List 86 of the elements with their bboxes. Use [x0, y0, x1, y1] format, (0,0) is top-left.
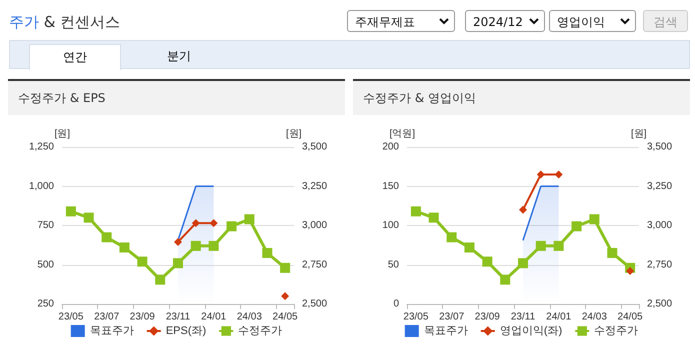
point [66, 206, 76, 216]
point [536, 240, 546, 251]
text: 2024/12 [473, 15, 523, 29]
x-tick-label: 24/01 [201, 312, 227, 322]
y2-tick-label: 3,500 [647, 142, 672, 152]
point [464, 242, 474, 252]
x-tick-label: 24/01 [546, 312, 572, 322]
x-tick-label: 23/09 [474, 312, 500, 322]
point [518, 258, 528, 268]
point [607, 248, 618, 258]
y-tick-label: 250 [37, 298, 54, 310]
y2-tick-label: 2,500 [647, 298, 672, 310]
x-tick-label: 23/05 [403, 312, 429, 322]
y2-tick-label: 3,250 [647, 180, 672, 192]
point [554, 170, 563, 178]
point [226, 221, 237, 232]
point [192, 219, 200, 228]
point [102, 232, 112, 242]
y2-tick-label: 2,750 [302, 259, 328, 270]
y-tick-label: 500 [37, 259, 54, 270]
point [262, 248, 272, 258]
legend-label: 수정주가 [238, 325, 282, 337]
chart-title: 수정주가 & EPS [8, 81, 345, 115]
y-axis-title: [원] [54, 128, 70, 140]
y2-tick-label: 3,250 [302, 180, 328, 192]
x-tick-label: 24/03 [582, 312, 608, 322]
point [554, 240, 564, 251]
x-tick-label: 24/03 [236, 312, 262, 322]
legend-label: 목표주가 [90, 325, 134, 337]
point [190, 240, 201, 251]
point [589, 214, 600, 224]
x-tick-label: 23/07 [94, 312, 120, 322]
x-tick-label: 23/07 [439, 312, 465, 322]
y2-axis-title: [원] [631, 128, 647, 140]
x-tick-label: 24/05 [272, 312, 298, 322]
text: 영업이익 [557, 15, 605, 29]
point [208, 240, 219, 251]
x-tick-label: 23/05 [58, 312, 84, 322]
text: 주재무제표 [355, 15, 415, 29]
legend-label: 목표주가 [424, 325, 468, 337]
point [155, 274, 166, 285]
y-tick-label: 750 [37, 220, 54, 231]
text: 연간 [29, 44, 121, 70]
point [626, 267, 634, 276]
point [428, 212, 439, 223]
legend-label: EPS(좌) [166, 325, 206, 337]
chart-title: 수정주가 & 영업이익 [353, 81, 690, 115]
y2-tick-label: 2,750 [647, 259, 672, 270]
y-tick-label: 200 [382, 142, 400, 152]
point [482, 256, 492, 267]
point [572, 221, 582, 232]
y-axis-title: [억원] [389, 128, 416, 140]
y2-tick-label: 3,000 [647, 220, 672, 231]
point [281, 292, 290, 300]
x-tick-label: 23/11 [166, 312, 191, 322]
y2-axis-title: [원] [286, 128, 302, 140]
point [210, 219, 218, 228]
point [84, 212, 94, 223]
x-tick-label: 23/11 [510, 312, 536, 322]
point [280, 262, 290, 273]
y2-tick-label: 2,500 [302, 298, 328, 310]
point [174, 238, 182, 246]
y-tick-label: 0 [393, 298, 400, 310]
y-tick-label: 50 [388, 259, 400, 270]
point [500, 274, 510, 285]
point [519, 206, 527, 214]
x-tick-label: 24/05 [618, 312, 644, 322]
point [410, 206, 421, 216]
y-tick-label: 100 [382, 220, 400, 231]
y-tick-label: 1,000 [28, 180, 54, 192]
point [137, 256, 148, 267]
point [244, 214, 254, 224]
point [446, 232, 457, 242]
legend-label: 영업이익(좌) [500, 325, 562, 337]
point [173, 258, 183, 268]
text: 검색 [643, 10, 688, 32]
y-tick-label: 1,250 [28, 142, 54, 152]
legend-label: 수정주가 [594, 325, 638, 337]
text: 주가 & 컨센서스 [9, 13, 120, 32]
x-tick-label: 23/09 [130, 312, 156, 322]
point [536, 170, 545, 178]
y2-tick-label: 3,000 [302, 220, 328, 231]
point [119, 242, 130, 252]
y2-tick-label: 3,500 [302, 142, 328, 152]
text: 분기 [166, 48, 192, 65]
y-tick-label: 150 [382, 180, 400, 192]
